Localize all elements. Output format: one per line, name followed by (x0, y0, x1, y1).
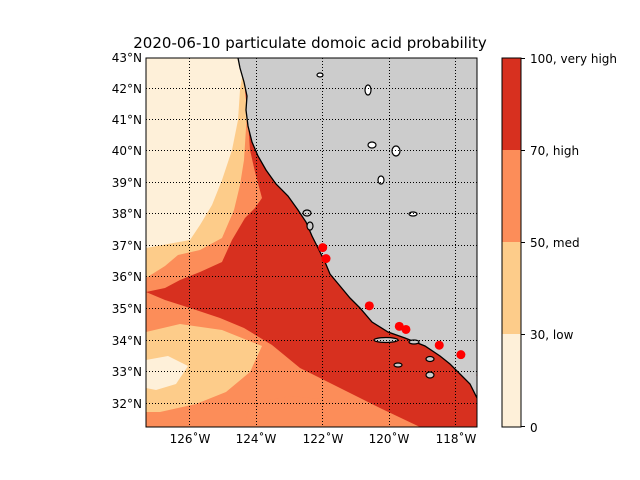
gridlines (146, 58, 477, 427)
lat-label: 41°N (112, 113, 142, 127)
lon-label: 122˚W (303, 431, 344, 446)
lake (367, 141, 377, 149)
colorbar-label: 30, low (530, 328, 574, 342)
lat-label: 32°N (112, 397, 142, 411)
lat-label: 35°N (112, 302, 142, 316)
colorbar-med (502, 242, 521, 335)
land-area (238, 58, 477, 398)
observation-marker (434, 340, 444, 350)
lat-label: 36°N (112, 270, 142, 284)
observation-marker (401, 324, 411, 334)
lon-label: 124˚W (236, 431, 277, 446)
coastline (237, 58, 477, 399)
observation-marker (364, 301, 374, 311)
lat-label: 38°N (112, 207, 142, 221)
latitude-labels: 43°N 42°N 41°N 40°N 39°N 38°N 37°N 36°N … (112, 51, 142, 411)
lake (316, 72, 324, 78)
lat-label: 37°N (112, 239, 142, 253)
lon-label: 126˚W (170, 431, 211, 446)
lat-label: 39°N (112, 176, 142, 190)
colorbar-low (502, 334, 521, 427)
map-title: 2020-06-10 particulate domoic acid proba… (133, 34, 487, 52)
island (425, 355, 435, 363)
colorbar-label: 70, high (530, 144, 579, 158)
prob-low-offshore (146, 356, 188, 390)
lat-label: 33°N (112, 365, 142, 379)
observation-marker (394, 321, 404, 331)
colorbar-label: 50, med (530, 236, 580, 250)
island (306, 221, 314, 231)
colorbar: 100, very high 70, high 50, med 30, low … (501, 52, 617, 435)
map-frame (145, 57, 478, 428)
colorbar-label: 0 (530, 421, 538, 435)
longitude-labels: 126˚W 124˚W 122˚W 120˚W 118˚W (170, 431, 477, 446)
lake (364, 84, 372, 96)
observation-marker (476, 372, 477, 378)
lon-label: 120˚W (369, 431, 410, 446)
prob-med-offshore (146, 324, 262, 412)
colorbar-very-high (502, 58, 521, 151)
island (393, 362, 403, 368)
island (425, 371, 435, 379)
observation-markers (318, 243, 477, 378)
lat-label: 42°N (112, 82, 142, 96)
observation-marker (456, 350, 466, 360)
map-area (146, 58, 477, 427)
lake (377, 175, 385, 185)
observation-marker (321, 254, 331, 264)
colorbar-label: 100, very high (530, 52, 617, 66)
lat-label: 34°N (112, 334, 142, 348)
lon-label: 118˚W (436, 431, 477, 446)
island (302, 209, 312, 217)
lat-label: 40°N (112, 144, 142, 158)
observation-marker (318, 243, 328, 253)
lat-label: 43°N (112, 51, 142, 65)
colorbar-high (502, 150, 521, 243)
